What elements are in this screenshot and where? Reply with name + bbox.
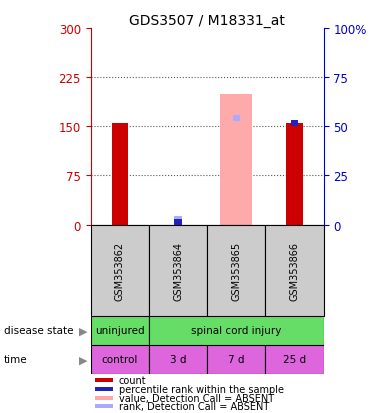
Text: percentile rank within the sample: percentile rank within the sample bbox=[119, 384, 284, 394]
Bar bbox=[91, 345, 149, 374]
Text: uninjured: uninjured bbox=[95, 325, 145, 335]
Text: spinal cord injury: spinal cord injury bbox=[191, 325, 282, 335]
Bar bbox=[291, 121, 298, 127]
Bar bbox=[95, 378, 113, 382]
Text: ▶: ▶ bbox=[79, 354, 87, 364]
Bar bbox=[91, 225, 149, 316]
Bar bbox=[95, 404, 113, 408]
Text: GSM353864: GSM353864 bbox=[173, 241, 183, 300]
Text: GSM353866: GSM353866 bbox=[290, 241, 300, 300]
Text: time: time bbox=[4, 354, 27, 364]
Text: 7 d: 7 d bbox=[228, 354, 245, 364]
Bar bbox=[286, 124, 303, 225]
Bar bbox=[266, 225, 324, 316]
Bar bbox=[266, 345, 324, 374]
Title: GDS3507 / M18331_at: GDS3507 / M18331_at bbox=[129, 14, 285, 28]
Bar bbox=[233, 115, 240, 122]
Bar bbox=[149, 225, 207, 316]
Text: GSM353862: GSM353862 bbox=[115, 241, 125, 300]
Text: value, Detection Call = ABSENT: value, Detection Call = ABSENT bbox=[119, 393, 274, 403]
Bar bbox=[207, 345, 266, 374]
Text: 3 d: 3 d bbox=[170, 354, 186, 364]
Text: 25 d: 25 d bbox=[283, 354, 306, 364]
Text: count: count bbox=[119, 375, 146, 385]
Bar bbox=[112, 124, 128, 225]
Text: rank, Detection Call = ABSENT: rank, Detection Call = ABSENT bbox=[119, 401, 269, 411]
Text: control: control bbox=[102, 354, 138, 364]
Bar bbox=[207, 225, 266, 316]
Bar bbox=[220, 94, 252, 225]
Text: disease state: disease state bbox=[4, 325, 73, 335]
Bar bbox=[149, 316, 324, 345]
Bar bbox=[149, 345, 207, 374]
Bar bbox=[95, 396, 113, 400]
Text: GSM353865: GSM353865 bbox=[231, 241, 241, 300]
Bar bbox=[91, 316, 149, 345]
Bar bbox=[95, 387, 113, 391]
Text: ▶: ▶ bbox=[79, 325, 87, 335]
Bar bbox=[174, 216, 182, 223]
Bar bbox=[174, 219, 182, 226]
